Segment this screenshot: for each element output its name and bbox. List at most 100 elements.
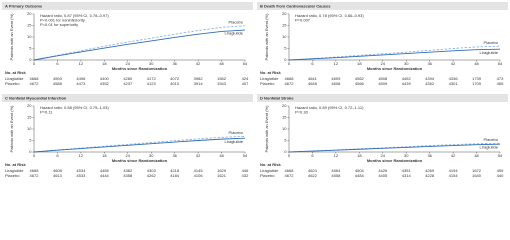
risk-count: 4336 — [449, 76, 459, 81]
risk-count: 4072 — [170, 76, 180, 81]
risk-count: 4010 — [170, 81, 180, 86]
x-axis-label: Months since Randomization — [112, 66, 168, 71]
risk-count: 4562 — [355, 76, 365, 81]
annotation: P=0.01 for superiority — [40, 22, 78, 27]
risk-count: 4484 — [355, 173, 365, 178]
risk-count: 4194 — [449, 168, 459, 173]
risk-count: 1672 — [472, 168, 482, 173]
risk-count: 4533 — [76, 173, 86, 178]
y-tick-label: 5 — [284, 46, 287, 51]
risk-count: 4145 — [194, 168, 204, 173]
risk-count: 4154 — [449, 173, 459, 178]
x-tick-label: 18 — [102, 153, 107, 158]
x-tick-label: 6 — [56, 153, 59, 158]
risk-count: 459 — [497, 168, 504, 173]
x-tick-label: 24 — [126, 153, 131, 158]
x-tick-label: 18 — [102, 61, 107, 66]
risk-count: 4534 — [76, 168, 86, 173]
x-tick-label: 24 — [381, 153, 386, 158]
series-label: Liraglutide — [225, 139, 244, 144]
x-tick-label: 36 — [172, 153, 177, 158]
x-tick-label: 48 — [219, 153, 224, 158]
risk-count: 4280 — [123, 76, 133, 81]
risk-row-name: Placebo — [260, 81, 275, 86]
x-tick-label: 12 — [334, 153, 339, 158]
risk-count: 4648 — [308, 81, 318, 86]
risk-count: 440 — [497, 173, 504, 178]
y-axis-label: Patients with an Event (%) — [264, 105, 269, 153]
risk-count: 446 — [242, 168, 249, 173]
x-tick-label: 30 — [404, 153, 409, 158]
risk-count: 4301 — [449, 81, 459, 86]
x-tick-label: 30 — [149, 61, 154, 66]
annotation: P<0.001 for noninferiority — [40, 18, 85, 23]
risk-count: 1709 — [472, 81, 482, 86]
y-tick-label: 15 — [282, 23, 287, 28]
series-label: Placebo — [484, 137, 499, 142]
risk-table-title: No. at Risk — [5, 70, 26, 75]
y-tick-label: 20 — [27, 103, 32, 108]
risk-count: 4262 — [147, 173, 157, 178]
risk-row-name: Liraglutide — [260, 76, 279, 81]
y-tick-label: 15 — [27, 115, 32, 120]
risk-count: 1640 — [472, 173, 482, 178]
risk-count: 424 — [242, 76, 249, 81]
risk-count: 4269 — [425, 168, 435, 173]
x-tick-label: 24 — [126, 61, 131, 66]
x-tick-label: 30 — [404, 61, 409, 66]
y-tick-label: 20 — [282, 103, 287, 108]
km-curve — [288, 48, 501, 61]
risk-count: 4608 — [331, 81, 341, 86]
risk-count: 1562 — [217, 76, 227, 81]
x-tick-label: 48 — [474, 153, 479, 158]
y-tick-label: 0 — [284, 57, 287, 62]
risk-count: 4228 — [425, 173, 435, 178]
risk-count: 4672 — [285, 81, 295, 86]
panel-title: B Death from Cardiovascular Causes — [260, 3, 331, 8]
y-axis-label: Patients with an Event (%) — [264, 13, 269, 61]
x-tick-label: 48 — [474, 61, 479, 66]
risk-row-name: Placebo — [260, 173, 275, 178]
risk-count: 4452 — [402, 76, 412, 81]
risk-count: 4668 — [285, 168, 295, 173]
x-axis-label: Months since Randomization — [367, 158, 423, 163]
km-curve — [33, 29, 246, 61]
risk-count: 4473 — [76, 81, 86, 86]
x-tick-label: 36 — [427, 153, 432, 158]
risk-count: 4608 — [53, 168, 63, 173]
risk-count: 4672 — [30, 173, 40, 178]
risk-count: 4358 — [123, 173, 133, 178]
annotation: P=0.007 — [295, 18, 311, 23]
risk-count: 432 — [242, 173, 249, 178]
y-tick-label: 5 — [29, 46, 32, 51]
y-tick-label: 10 — [282, 126, 287, 131]
risk-count: 4444 — [100, 173, 110, 178]
risk-count: 3914 — [194, 81, 204, 86]
y-tick-label: 5 — [29, 138, 32, 143]
x-axis-label: Months since Randomization — [112, 158, 168, 163]
risk-table-title: No. at Risk — [260, 70, 281, 75]
x-tick-label: 0 — [288, 61, 291, 66]
risk-count: 4566 — [355, 81, 365, 86]
risk-count: 4123 — [147, 81, 157, 86]
y-axis-label: Patients with an Event (%) — [9, 13, 14, 61]
risk-count: 4641 — [308, 76, 318, 81]
km-curve — [33, 135, 246, 153]
risk-count: 1543 — [217, 81, 227, 86]
x-tick-label: 42 — [196, 153, 201, 158]
x-tick-label: 36 — [427, 61, 432, 66]
risk-count: 4496 — [76, 76, 86, 81]
title-band — [2, 94, 253, 102]
risk-count: 4184 — [170, 173, 180, 178]
x-tick-label: 54 — [243, 153, 248, 158]
title-band — [257, 94, 508, 102]
risk-count: 4314 — [402, 173, 412, 178]
km-curve — [288, 45, 501, 61]
x-tick-label: 12 — [79, 153, 84, 158]
risk-count: 4465 — [100, 168, 110, 173]
risk-count: 465 — [497, 81, 504, 86]
risk-count: 4352 — [100, 81, 110, 86]
x-tick-label: 36 — [172, 61, 177, 66]
risk-count: 4668 — [285, 76, 295, 81]
x-tick-label: 12 — [79, 61, 84, 66]
